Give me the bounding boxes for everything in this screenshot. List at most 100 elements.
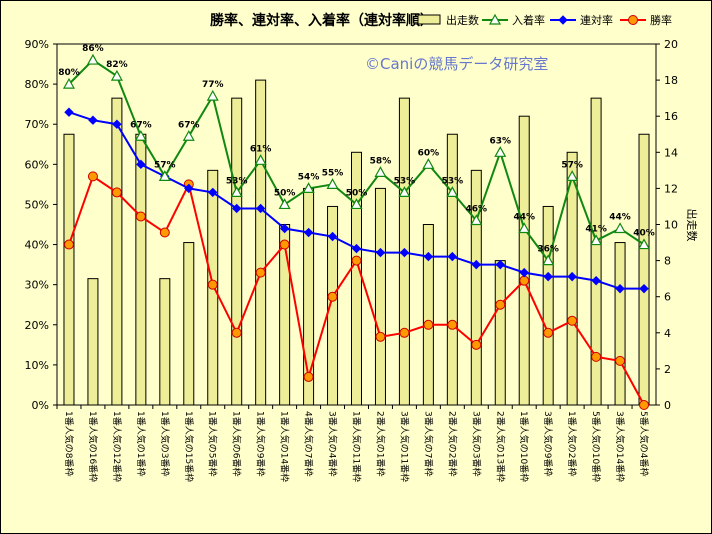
bar-17 bbox=[470, 169, 482, 406]
point-circle-15 bbox=[423, 319, 434, 330]
data-label-23: 44% bbox=[609, 213, 631, 223]
point-triangle-14 bbox=[398, 186, 411, 198]
data-label-11: 55% bbox=[322, 168, 344, 178]
point-triangle-16 bbox=[446, 186, 459, 198]
legend-label-2: 連対率 bbox=[580, 13, 613, 27]
y2-tick-label-8: 16 bbox=[664, 110, 678, 123]
bar-13 bbox=[374, 187, 386, 406]
y2-tick-label-7: 14 bbox=[664, 146, 678, 159]
data-label-1: 86% bbox=[82, 44, 104, 54]
y2-tick-label-5: 10 bbox=[664, 219, 678, 232]
data-label-15: 60% bbox=[418, 148, 440, 158]
data-label-13: 58% bbox=[370, 156, 392, 166]
x-tick-label-16: 2番人気の2番枠 bbox=[446, 411, 458, 476]
x-tick-label-1: 1番人気の16番枠 bbox=[87, 411, 99, 482]
x-tick-label-24: 5番人気の4番枠 bbox=[638, 411, 650, 476]
point-circle-1 bbox=[87, 171, 98, 182]
data-label-7: 53% bbox=[226, 176, 248, 186]
point-diamond-15 bbox=[423, 251, 434, 262]
point-triangle-1 bbox=[86, 53, 99, 65]
y-tick-label-7: 70% bbox=[25, 118, 49, 131]
point-circle-3 bbox=[135, 211, 146, 222]
data-label-21: 57% bbox=[561, 160, 583, 170]
y2-tick-label-3: 6 bbox=[664, 291, 671, 304]
x-tick-label-2: 1番人気の12番枠 bbox=[111, 411, 123, 482]
bar-3 bbox=[135, 133, 147, 406]
point-circle-16 bbox=[447, 319, 458, 330]
x-tick-label-12: 1番人気の11番枠 bbox=[351, 411, 363, 482]
legend-label-0: 出走数 bbox=[446, 13, 479, 27]
bar-8 bbox=[255, 79, 267, 406]
bar-18 bbox=[494, 260, 506, 406]
bar-0 bbox=[63, 133, 75, 406]
point-diamond-23 bbox=[615, 283, 625, 294]
point-diamond-6 bbox=[208, 187, 218, 198]
point-triangle-12 bbox=[350, 198, 363, 210]
legend-marker-circle bbox=[628, 15, 638, 25]
point-circle-0 bbox=[63, 239, 74, 250]
data-label-9: 50% bbox=[274, 188, 296, 198]
y2-tick-label-2: 4 bbox=[664, 327, 671, 340]
point-circle-22 bbox=[591, 351, 602, 362]
x-tick-label-4: 1番人気の3番枠 bbox=[159, 411, 171, 476]
point-diamond-17 bbox=[471, 259, 482, 270]
point-circle-20 bbox=[543, 327, 554, 338]
point-triangle-6 bbox=[206, 89, 219, 101]
y2-tick-label-4: 8 bbox=[664, 255, 671, 268]
data-label-14: 53% bbox=[394, 176, 416, 186]
x-tick-label-9: 1番人気の14番枠 bbox=[279, 411, 291, 482]
data-label-22: 41% bbox=[585, 225, 607, 235]
point-triangle-13 bbox=[374, 166, 387, 177]
x-tick-label-15: 3番人気の7番枠 bbox=[422, 411, 434, 476]
y-tick-label-2: 20% bbox=[25, 319, 49, 332]
point-triangle-0 bbox=[62, 77, 75, 89]
x-tick-label-14: 3番人気の11番枠 bbox=[398, 411, 410, 482]
point-diamond-13 bbox=[375, 247, 386, 258]
point-circle-12 bbox=[351, 255, 362, 266]
point-circle-6 bbox=[207, 279, 218, 290]
point-circle-17 bbox=[471, 339, 482, 350]
x-tick-label-23: 3番人気の14番枠 bbox=[614, 411, 626, 482]
point-diamond-12 bbox=[351, 243, 362, 254]
point-triangle-8 bbox=[254, 154, 267, 165]
point-diamond-22 bbox=[591, 275, 601, 286]
y2-axis-label: 出走数 bbox=[685, 209, 699, 242]
point-triangle-20 bbox=[542, 254, 555, 266]
point-diamond-5 bbox=[184, 183, 194, 194]
x-tick-label-0: 1番人気の8番枠 bbox=[63, 411, 75, 476]
legend-marker-triangle bbox=[488, 13, 502, 25]
point-triangle-17 bbox=[470, 214, 483, 226]
point-triangle-4 bbox=[158, 170, 171, 181]
point-circle-24 bbox=[639, 400, 650, 410]
bar-16 bbox=[446, 133, 458, 406]
point-triangle-24 bbox=[638, 238, 651, 250]
legend-label-1: 入着率 bbox=[512, 13, 545, 27]
point-diamond-7 bbox=[231, 203, 242, 214]
point-triangle-23 bbox=[614, 222, 627, 234]
point-circle-2 bbox=[111, 187, 122, 198]
point-triangle-9 bbox=[278, 198, 291, 210]
point-circle-11 bbox=[327, 291, 338, 302]
bar-23 bbox=[614, 242, 626, 406]
point-diamond-3 bbox=[136, 159, 146, 170]
data-label-3: 67% bbox=[130, 120, 152, 130]
x-tick-label-6: 1番人気の5番枠 bbox=[207, 411, 219, 476]
point-triangle-3 bbox=[134, 130, 147, 141]
point-diamond-24 bbox=[639, 283, 649, 294]
point-triangle-5 bbox=[182, 130, 195, 141]
data-label-4: 57% bbox=[154, 160, 176, 170]
point-circle-13 bbox=[375, 331, 386, 342]
point-circle-14 bbox=[399, 327, 410, 338]
point-diamond-19 bbox=[519, 267, 529, 278]
point-diamond-14 bbox=[399, 247, 410, 258]
chart-title: 勝率、連対率、入着率（連対率順） bbox=[210, 12, 434, 29]
point-circle-19 bbox=[519, 275, 530, 286]
point-circle-21 bbox=[567, 315, 578, 326]
point-diamond-11 bbox=[327, 231, 338, 242]
bar-9 bbox=[279, 224, 291, 406]
point-diamond-9 bbox=[279, 223, 290, 234]
y2-tick-label-9: 18 bbox=[664, 74, 678, 87]
data-label-10: 54% bbox=[298, 172, 320, 182]
point-triangle-21 bbox=[566, 170, 579, 181]
